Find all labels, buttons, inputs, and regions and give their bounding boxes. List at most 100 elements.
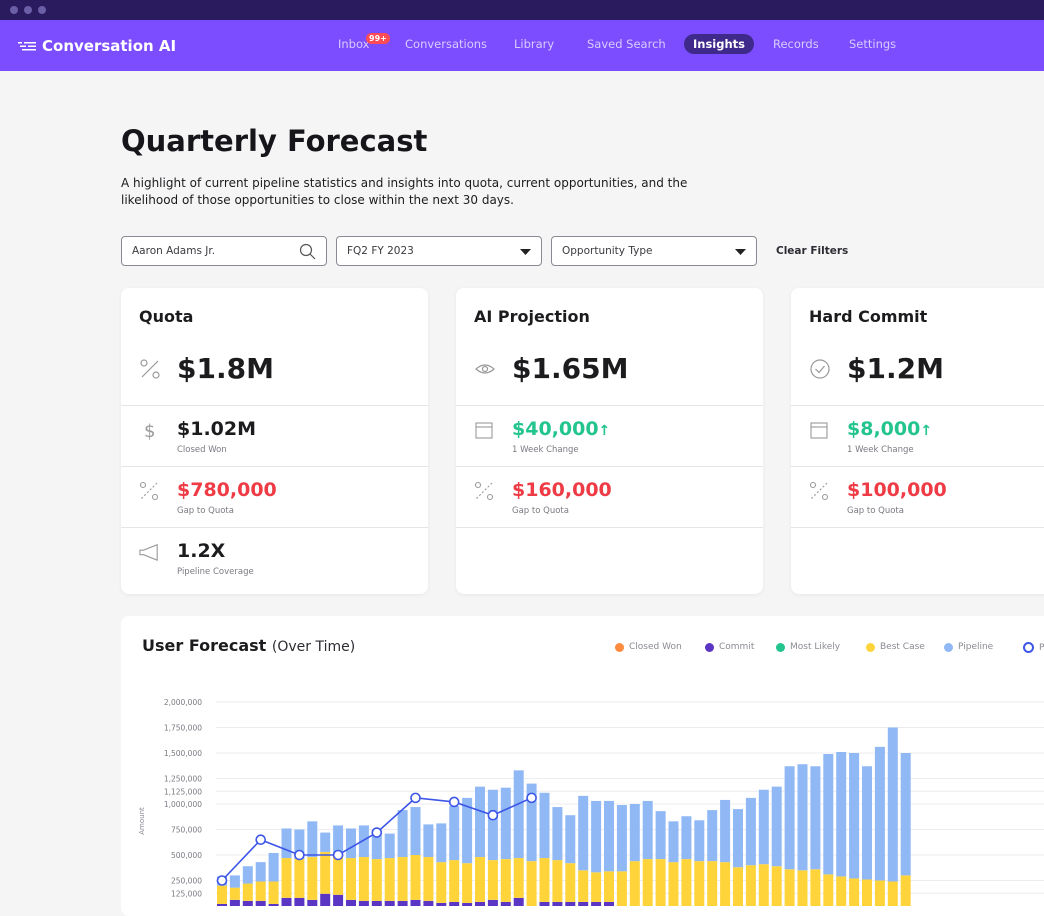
- bar-segment-pipeline: [849, 753, 860, 879]
- bar-segment-commit: [591, 901, 602, 906]
- y-tick-label: 2,000,000: [164, 698, 202, 707]
- opportunity-type-placeholder: Opportunity Type: [562, 245, 653, 257]
- bar-segment-commit: [397, 900, 408, 906]
- legend-item[interactable]: Best Case: [866, 642, 925, 652]
- metric-label: Closed Won: [177, 445, 227, 455]
- window-minimize-dot[interactable]: [24, 6, 32, 14]
- nav-saved-search[interactable]: Saved Search: [587, 37, 666, 51]
- y-tick-label: 750,000: [171, 826, 202, 835]
- legend-swatch: [944, 642, 953, 652]
- y-tick-label: 1,500,000: [164, 749, 202, 758]
- quota-card: Quota $1.8M $ $1.02M Closed Won $780,000…: [121, 288, 428, 594]
- bar-segment-pipeline: [358, 825, 369, 858]
- bar-segment-commit: [487, 899, 498, 906]
- bar-segment-pipeline: [346, 828, 356, 859]
- bar-segment-commit: [539, 901, 550, 906]
- svg-text:$: $: [144, 421, 155, 440]
- bar-segment-pipeline: [475, 786, 485, 858]
- bar-segment-commit: [333, 894, 344, 906]
- bar-segment-commit: [449, 901, 460, 906]
- bar-segment-pipeline: [436, 823, 447, 863]
- inbox-count-badge: 99+: [366, 33, 390, 44]
- card-hero: $1.8M: [139, 352, 274, 385]
- metric-row: $40,000↑ 1 Week Change: [456, 405, 763, 466]
- legend-item[interactable]: P: [1023, 642, 1044, 653]
- bar-segment-best-case: [797, 870, 808, 906]
- bar-segment-pipeline: [862, 766, 872, 880]
- bar-segment-pipeline: [681, 816, 692, 860]
- chart-title: User Forecast (Over Time): [142, 636, 356, 655]
- legend-label: Closed Won: [629, 642, 682, 652]
- nav-insights[interactable]: Insights: [684, 34, 755, 54]
- bar-segment-best-case: [681, 859, 692, 906]
- bar-segment-best-case: [849, 878, 860, 906]
- calendar-icon: [475, 422, 493, 439]
- bar-segment-pipeline: [642, 800, 653, 860]
- bar-segment-commit: [242, 900, 253, 906]
- metric-label: Gap to Quota: [177, 506, 234, 516]
- nav-records[interactable]: Records: [773, 37, 819, 51]
- brand-logo[interactable]: Conversation AI: [18, 37, 176, 55]
- metric-row: $100,000 Gap to Quota: [791, 466, 1044, 527]
- y-tick-label: 250,000: [171, 877, 202, 886]
- projection-point: [448, 796, 460, 808]
- period-select-value: FQ2 FY 2023: [347, 245, 414, 257]
- chevron-down-icon: [735, 249, 746, 255]
- bar-segment-pipeline: [694, 820, 705, 862]
- period-select[interactable]: FQ2 FY 2023: [336, 236, 542, 266]
- megaphone-icon: [139, 543, 158, 561]
- page-title: Quarterly Forecast: [121, 124, 428, 158]
- legend-item[interactable]: Pipeline: [944, 642, 993, 652]
- metric-value: $8,000↑: [847, 418, 933, 440]
- nav-settings[interactable]: Settings: [849, 37, 897, 51]
- nav-inbox-label: Inbox: [338, 37, 370, 51]
- bar-segment-best-case: [358, 857, 369, 901]
- bar-segment-pipeline: [655, 811, 666, 860]
- top-navbar: Conversation AI Inbox 99+ Conversations …: [0, 20, 1044, 71]
- clear-filters-button[interactable]: Clear Filters: [776, 245, 849, 257]
- bar-segment-pipeline: [745, 797, 756, 866]
- bar-segment-pipeline: [720, 799, 731, 863]
- check-circle-icon: [810, 358, 830, 379]
- bar-segment-best-case: [410, 855, 421, 900]
- user-search-input[interactable]: Aaron Adams Jr.: [121, 236, 327, 266]
- bar-segment-best-case: [268, 881, 279, 904]
- bar-segment-best-case: [604, 871, 614, 902]
- nav-conversations[interactable]: Conversations: [405, 37, 488, 51]
- nav-inbox[interactable]: Inbox 99+: [338, 33, 390, 51]
- bar-segment-pipeline: [449, 806, 460, 861]
- bar-segment-commit: [268, 903, 279, 906]
- bar-segment-pipeline: [836, 751, 847, 877]
- percent-icon: [474, 481, 494, 501]
- bar-segment-best-case: [539, 858, 550, 902]
- bar-segment-commit: [255, 900, 266, 906]
- card-hero: $1.2M: [809, 352, 944, 385]
- bar-segment-best-case: [462, 863, 473, 903]
- dollar-icon: $: [144, 421, 155, 440]
- metric-label: Gap to Quota: [512, 506, 569, 516]
- bar-segment-pipeline: [552, 807, 563, 861]
- legend-item[interactable]: Commit: [705, 642, 754, 652]
- window-maximize-dot[interactable]: [38, 6, 46, 14]
- bar-segment-commit: [423, 900, 434, 906]
- nav-library[interactable]: Library: [514, 37, 555, 51]
- search-icon[interactable]: [299, 243, 316, 260]
- bar-segment-best-case: [810, 869, 821, 906]
- legend-item[interactable]: Most Likely: [776, 642, 840, 652]
- bar-segment-commit: [346, 899, 356, 906]
- bar-segment-commit: [384, 900, 395, 906]
- bar-segment-best-case: [436, 862, 447, 903]
- bar-segment-pipeline: [526, 783, 537, 862]
- opportunity-type-select[interactable]: Opportunity Type: [551, 236, 757, 266]
- bar-segment-best-case: [371, 859, 382, 901]
- bar-segment-best-case: [242, 883, 253, 901]
- legend-item[interactable]: Closed Won: [615, 642, 682, 652]
- bar-segment-pipeline: [900, 753, 911, 876]
- window-close-dot[interactable]: [10, 6, 18, 14]
- bar-segment-pipeline: [797, 764, 808, 871]
- bar-segment-pipeline: [784, 766, 795, 870]
- bar-segment-best-case: [694, 861, 705, 906]
- legend-label: Best Case: [880, 642, 925, 652]
- legend-label: Commit: [719, 642, 755, 652]
- page-description: A highlight of current pipeline statisti…: [121, 176, 688, 207]
